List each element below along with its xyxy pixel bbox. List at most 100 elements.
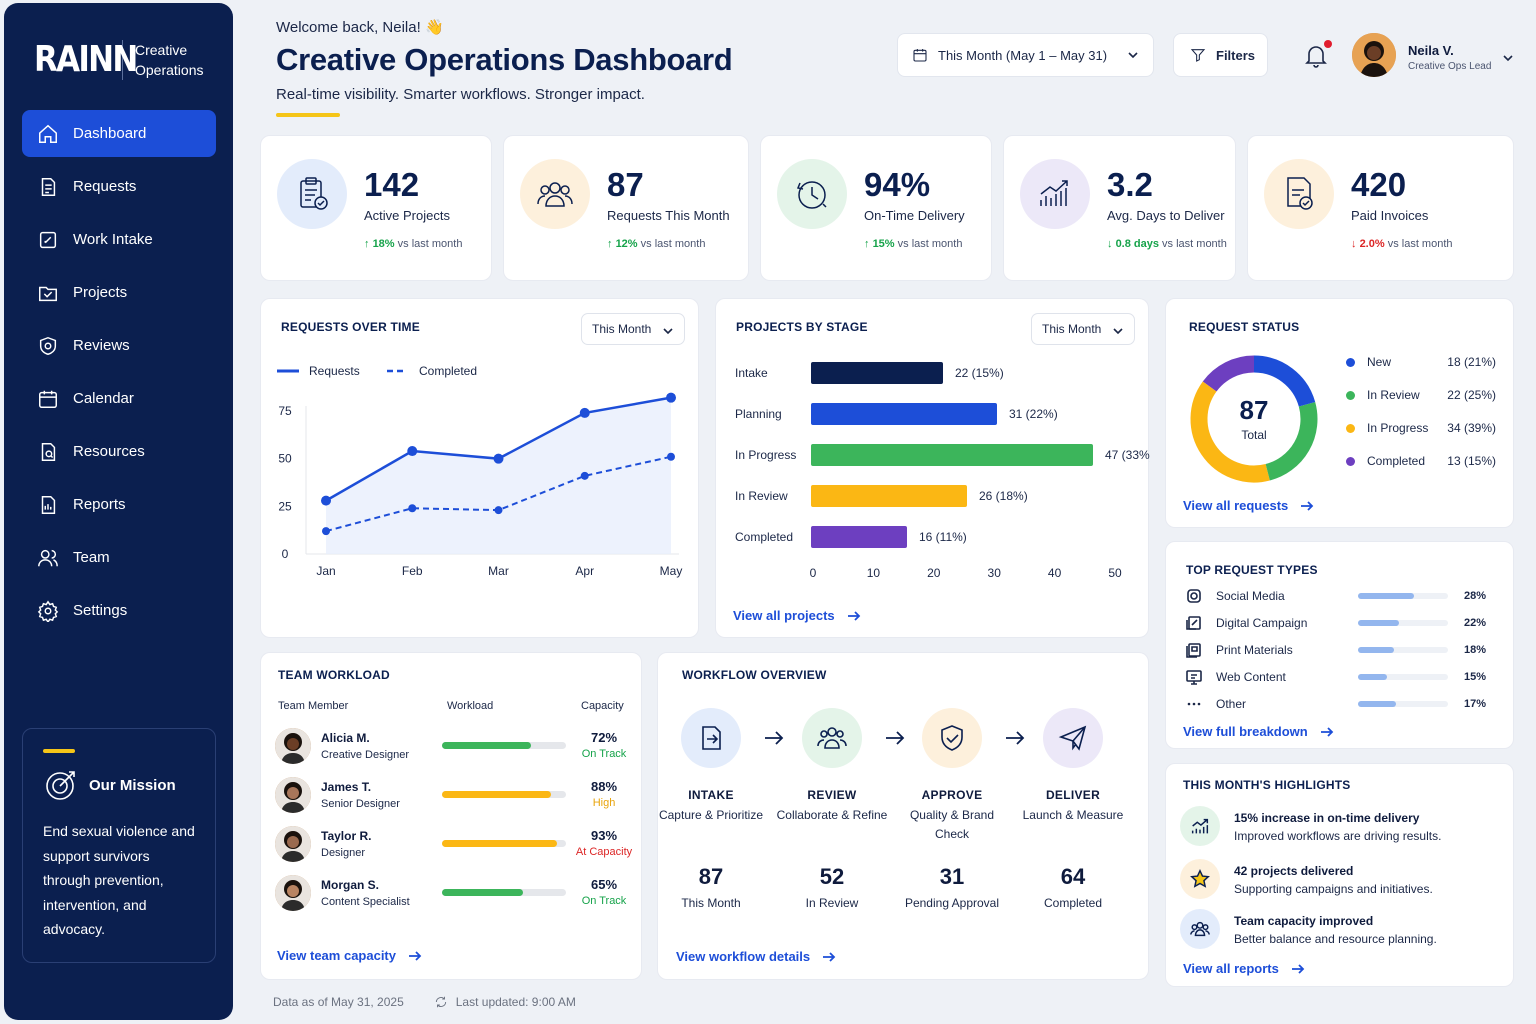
sidebar-item-reports[interactable]: Reports [22, 481, 216, 528]
requests-point[interactable] [407, 446, 418, 457]
folder-icon [37, 282, 59, 304]
user-name[interactable]: Neila V. [1408, 43, 1454, 58]
legend-requests-label: Requests [309, 364, 360, 378]
star-icon [1180, 859, 1220, 899]
sidebar-item-team[interactable]: Team [22, 534, 216, 581]
logo-sub-line1: Creative [135, 41, 188, 58]
workflow-step-review[interactable]: REVIEW Collaborate & Refine 52 In Review [772, 708, 892, 910]
kpi-card-avg-days[interactable]: 3.2 Avg. Days to Deliver ↓ 0.8 days vs l… [1003, 135, 1236, 281]
sidebar-item-reviews[interactable]: Reviews [22, 322, 216, 369]
requests-point[interactable] [579, 407, 590, 418]
team-member-row[interactable]: Taylor R. Designer 93% At Capacity [275, 826, 633, 870]
request-type-track [1358, 647, 1448, 653]
view-all-projects-link[interactable]: View all projects [733, 608, 861, 623]
bar-planning[interactable] [811, 403, 997, 425]
kpi-card-on-time[interactable]: 94% On-Time Delivery ↑ 15% vs last month [760, 135, 992, 281]
notification-dot [1324, 40, 1332, 48]
request-status-card: REQUEST STATUS 87 Total New 18 (21%) In Re… [1165, 298, 1514, 528]
workload-track [442, 840, 566, 847]
request-type-row[interactable]: Web Content 15% [1186, 667, 1486, 687]
kpi-label: Avg. Days to Deliver [1107, 208, 1225, 223]
sidebar-item-label: Requests [73, 178, 137, 195]
workflow-step-approve[interactable]: APPROVE Quality & Brand Check 31 Pending… [892, 708, 1012, 910]
request-type-row[interactable]: Other 17% [1186, 694, 1486, 714]
bar-intake[interactable] [811, 362, 943, 384]
status-legend-item[interactable]: In Review 22 (25%) [1346, 388, 1496, 402]
more-icon [1187, 702, 1201, 706]
sidebar-item-settings[interactable]: Settings [22, 587, 216, 634]
view-all-requests-link[interactable]: View all requests [1183, 498, 1314, 513]
stage-period-select[interactable]: This Month [1031, 313, 1135, 345]
sidebar-item-calendar[interactable]: Calendar [22, 375, 216, 422]
kpi-card-active-projects[interactable]: 142 Active Projects ↑ 18% vs last month [260, 135, 492, 281]
date-range-select[interactable]: This Month (May 1 – May 31) [897, 33, 1154, 77]
legend-label: Completed [1367, 454, 1426, 468]
completed-point[interactable] [667, 452, 675, 461]
workflow-step-intake[interactable]: INTAKE Capture & Prioritize 87 This Mont… [651, 708, 771, 910]
column-header-capacity: Capacity [581, 700, 624, 712]
link-label: View all projects [733, 608, 835, 623]
request-type-row[interactable]: Print Materials 18% [1186, 640, 1486, 660]
bar-in-progress[interactable] [811, 444, 1093, 466]
bar-in-review[interactable] [811, 485, 967, 507]
chevron-down-icon[interactable] [1502, 52, 1514, 64]
view-workflow-details-link[interactable]: View workflow details [676, 949, 836, 964]
workflow-step-name: DELIVER [1045, 788, 1101, 802]
request-type-fill [1358, 620, 1399, 626]
view-team-capacity-link[interactable]: View team capacity [277, 948, 422, 963]
calendar-icon [913, 49, 927, 62]
brand-logo[interactable]: RAINN Creative Operations [34, 39, 215, 80]
sidebar-item-dashboard[interactable]: Dashboard [22, 110, 216, 157]
arrow-up-icon: ↑ [864, 238, 873, 250]
workflow-step-desc: Quality & Brand Check [909, 808, 995, 841]
completed-point[interactable] [322, 527, 330, 536]
view-full-breakdown-link[interactable]: View full breakdown [1183, 724, 1334, 739]
x-tick-label: 40 [1048, 566, 1062, 580]
workflow-step-deliver[interactable]: DELIVER Launch & Measure 64 Completed [1013, 708, 1133, 910]
completed-point[interactable] [580, 471, 589, 480]
bar-value-label: 16 (11%) [919, 530, 967, 544]
request-type-row[interactable]: Social Media 28% [1186, 586, 1486, 606]
sidebar-item-projects[interactable]: Projects [22, 269, 216, 316]
donut-slice-in-progress[interactable] [1190, 381, 1270, 483]
requests-point[interactable] [321, 495, 331, 506]
sidebar-item-resources[interactable]: Resources [22, 428, 216, 475]
capacity-status: On Track [581, 748, 627, 760]
sidebar-item-label: Calendar [73, 390, 134, 407]
kpi-card-requests[interactable]: 87 Requests This Month ↑ 12% vs last mon… [503, 135, 749, 281]
workflow-step-desc: Launch & Measure [1022, 808, 1124, 822]
clock-icon [777, 159, 847, 229]
mission-title: Our Mission [89, 776, 176, 794]
kpi-change: ↑ 18% vs last month [364, 238, 462, 250]
requests-period-select[interactable]: This Month [581, 313, 685, 345]
user-avatar[interactable] [1352, 33, 1396, 77]
team-member-row[interactable]: Alicia M. Creative Designer 72% On Track [275, 728, 633, 772]
donut-slice-completed[interactable] [1202, 355, 1255, 392]
status-legend-item[interactable]: New 18 (21%) [1346, 355, 1496, 369]
bar-completed[interactable] [811, 526, 907, 548]
bell-icon[interactable] [1304, 43, 1328, 69]
status-legend-item[interactable]: Completed 13 (15%) [1346, 454, 1496, 468]
sidebar-item-requests[interactable]: Requests [22, 163, 216, 210]
completed-point[interactable] [494, 506, 503, 515]
arrow-right-icon [1320, 726, 1334, 737]
filters-button[interactable]: Filters [1173, 33, 1268, 77]
view-all-reports-link[interactable]: View all reports [1183, 961, 1305, 976]
team-member-row[interactable]: Morgan S. Content Specialist 65% On Trac… [275, 875, 633, 919]
completed-point[interactable] [408, 504, 417, 513]
kpi-card-invoices[interactable]: 420 Paid Invoices ↓ 2.0% vs last month [1247, 135, 1514, 281]
status-legend-item[interactable]: In Progress 34 (39%) [1346, 421, 1496, 435]
column-header-member: Team Member [278, 700, 349, 712]
requests-point[interactable] [666, 392, 676, 403]
donut-slice-new[interactable] [1253, 355, 1316, 407]
workload-fill [442, 889, 523, 896]
refresh-icon[interactable] [434, 995, 448, 1009]
sidebar-item-work-intake[interactable]: Work Intake [22, 216, 216, 263]
card-title: REQUESTS OVER TIME [281, 320, 420, 334]
chart-up-icon [1020, 159, 1090, 229]
request-type-row[interactable]: Digital Campaign 22% [1186, 613, 1486, 633]
filters-label: Filters [1216, 47, 1256, 63]
donut-slice-in-review[interactable] [1265, 402, 1318, 481]
team-member-row[interactable]: James T. Senior Designer 88% High [275, 777, 633, 821]
requests-point[interactable] [493, 453, 504, 464]
